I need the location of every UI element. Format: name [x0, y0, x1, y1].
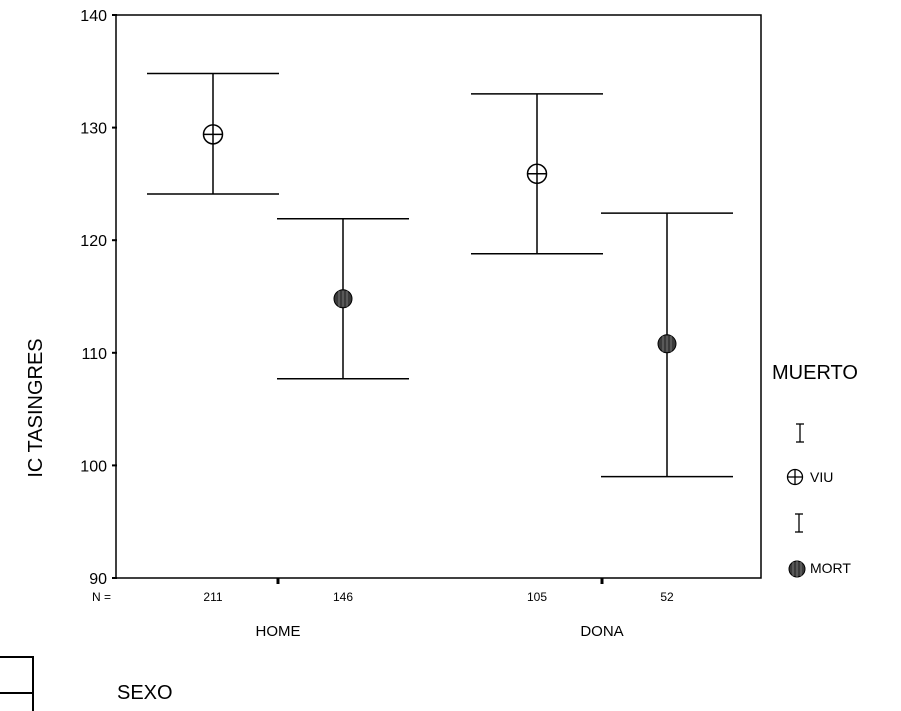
- x-axis: HOME DONA 211 105 146 52: [203, 578, 674, 640]
- n-count-label: 52: [660, 590, 674, 604]
- x-category-label: HOME: [256, 623, 301, 640]
- legend-circle-cross-icon: [786, 468, 804, 486]
- n-label: N =: [92, 590, 111, 604]
- errorbar-mort-home: [277, 218, 409, 380]
- legend: MUERTO VIU MORT: [772, 362, 858, 578]
- errorbar-viu-dona: [471, 93, 603, 255]
- y-tick-label: 130: [80, 121, 107, 138]
- x-category-label: DONA: [580, 623, 623, 640]
- errorbar-mort-dona: [601, 212, 733, 478]
- n-count-label: 105: [527, 590, 547, 604]
- y-tick-label: 90: [89, 571, 107, 588]
- errorbar-viu-home: [147, 72, 279, 195]
- n-count-label: 211: [203, 590, 222, 604]
- y-tick-label: 120: [80, 233, 107, 250]
- y-tick-label: 100: [80, 458, 107, 475]
- legend-errorbar-icon: [795, 513, 803, 533]
- y-tick-label: 140: [80, 8, 107, 25]
- y-axis-title: IC TASINGRES: [25, 338, 47, 477]
- plot-frame: [115, 14, 762, 579]
- data-marks: [147, 72, 733, 478]
- legend-label-viu: VIU: [810, 469, 833, 485]
- y-axis: 90 100 110 120 130 140: [80, 8, 117, 588]
- legend-errorbar-icon: [796, 423, 804, 443]
- n-count-label: 146: [333, 590, 353, 604]
- legend-label-mort: MORT: [810, 560, 851, 576]
- legend-title: MUERTO: [772, 362, 858, 384]
- x-axis-title: SEXO: [117, 682, 173, 704]
- legend-filled-circle-icon: [788, 560, 806, 578]
- y-tick-label: 110: [81, 346, 107, 363]
- corner-box-decoration: [0, 656, 34, 711]
